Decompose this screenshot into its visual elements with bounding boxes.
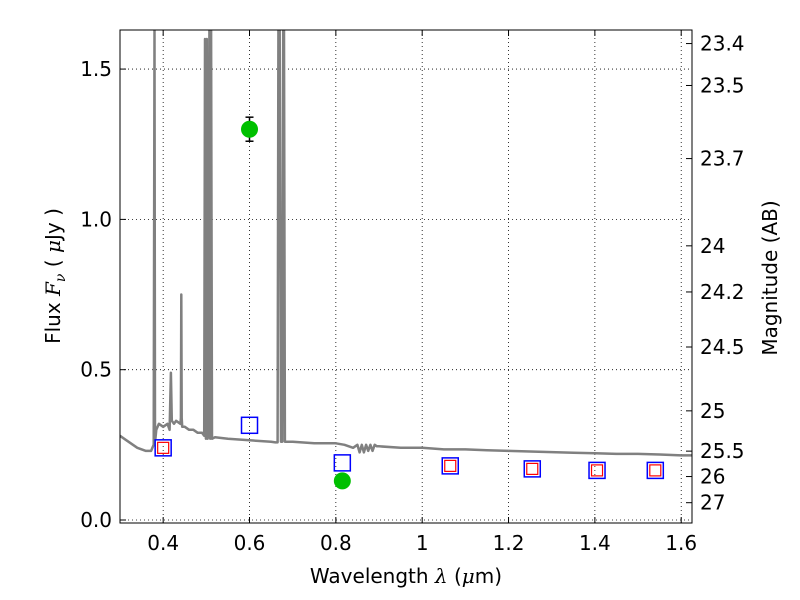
observed-point	[333, 472, 351, 490]
model-photometry-blue-marker	[523, 460, 542, 478]
plot-frame	[119, 29, 693, 524]
grid-lines	[120, 30, 692, 523]
y2-tick-label: 24.5	[700, 335, 745, 359]
y2-tick-label: 23.5	[700, 73, 745, 97]
y2-tick-label: 24	[700, 234, 725, 258]
model-photometry-blue-marker	[154, 439, 172, 457]
y2-tick-label: 25.5	[700, 439, 745, 463]
model-photometry-red-marker	[590, 464, 604, 477]
model-photometry-red-marker	[526, 462, 539, 475]
x-tick-label: 1	[416, 531, 429, 555]
y-axis-label: Flux Fν ( μJy )	[41, 208, 69, 344]
y-tick-label: 0.5	[80, 358, 112, 382]
model-photometry-blue-marker	[333, 454, 352, 472]
model-photometry-red-marker	[444, 459, 457, 472]
y2-tick-label: 24.2	[700, 280, 745, 304]
x-tick-label: 0.8	[320, 531, 352, 555]
y-tick-label: 1.0	[80, 207, 112, 231]
model-photometry-blue-marker	[441, 457, 459, 475]
y2-tick-label: 26	[700, 465, 725, 489]
model-spectrum-line	[120, 30, 692, 457]
model-photometry-blue-marker	[588, 461, 606, 480]
x-tick-label: 1.6	[665, 531, 697, 555]
x-tick-label: 1.2	[493, 531, 525, 555]
model-photometry-red-marker	[649, 464, 662, 477]
y2-tick-label: 23.4	[700, 32, 745, 56]
model-photometry-blue-marker	[646, 461, 665, 480]
y2-tick-label: 23.7	[700, 147, 745, 171]
observed-point	[241, 120, 259, 138]
y2-tick-label: 27	[700, 491, 725, 515]
x-tick-label: 1.4	[579, 531, 611, 555]
y-tick-label: 1.5	[80, 57, 112, 81]
y2-axis-label: Magnitude (AB)	[758, 200, 782, 355]
model-photometry-blue-marker	[240, 416, 259, 435]
x-tick-label: 0.6	[234, 531, 266, 555]
plot-area	[120, 30, 692, 490]
model-photometry-red-marker	[157, 441, 170, 454]
y-tick-label: 0.0	[80, 508, 112, 532]
x-axis-label: Wavelength λ (μm)	[310, 564, 502, 588]
axis-ticks: 0.4 0.6 0.8 1 1.2 1.4 1.6 0.0 0.5 1.0 1.5 23.4 23.5 2…	[80, 30, 745, 555]
y2-tick-label: 25	[700, 399, 725, 423]
x-tick-label: 0.4	[147, 531, 179, 555]
